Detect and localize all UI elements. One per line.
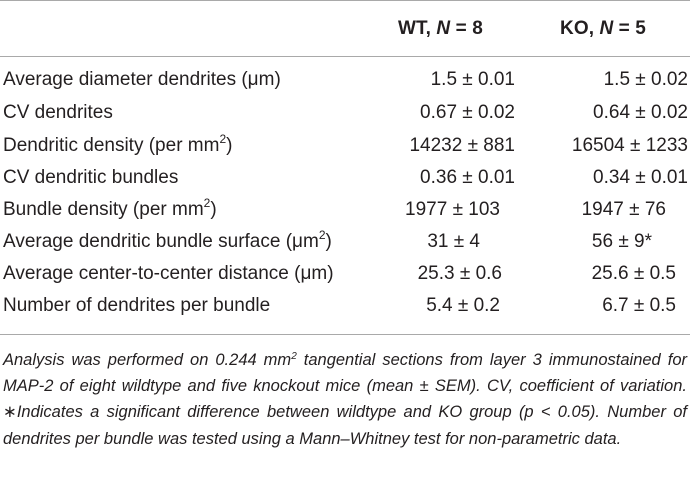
wt-value: 1977 ± 103 bbox=[405, 199, 500, 220]
ko-value: 1.5 ± 0.02 bbox=[603, 69, 688, 90]
ko-value: 0.34 ± 0.01 bbox=[593, 167, 688, 188]
ko-value: 6.7 ± 0.5 bbox=[602, 295, 676, 316]
table-row: Average center-to-center distance (μm) 2… bbox=[0, 262, 690, 294]
table-row: CV dendritic bundles 0.36 ± 0.01 0.34 ± … bbox=[0, 166, 690, 198]
wt-value: 1.5 ± 0.01 bbox=[430, 69, 515, 90]
row-label: Dendritic density (per mm2) bbox=[3, 132, 233, 156]
row-label: CV dendritic bundles bbox=[3, 167, 179, 188]
row-label: CV dendrites bbox=[3, 102, 113, 123]
column-header-wt: WT, N = 8 bbox=[398, 18, 483, 39]
table-row: Bundle density (per mm2) 1977 ± 103 1947… bbox=[0, 196, 690, 230]
table-row: Average diameter dendrites (μm) 1.5 ± 0.… bbox=[0, 68, 690, 100]
ko-value: 25.6 ± 0.5 bbox=[591, 263, 676, 284]
table-row: CV dendrites 0.67 ± 0.02 0.64 ± 0.02 bbox=[0, 101, 690, 133]
table-footnote: Analysis was performed on 0.244 mm2 tang… bbox=[3, 351, 688, 448]
wt-value: 14232 ± 881 bbox=[409, 135, 515, 156]
wt-value: 0.67 ± 0.02 bbox=[420, 102, 515, 123]
header-rule bbox=[0, 56, 690, 57]
table-row: Average dendritic bundle surface (μm2) 3… bbox=[0, 228, 690, 262]
row-label: Number of dendrites per bundle bbox=[3, 295, 271, 316]
table-bottom-rule bbox=[0, 334, 690, 335]
table-row: Number of dendrites per bundle 5.4 ± 0.2… bbox=[0, 294, 690, 326]
table-row: Dendritic density (per mm2) 14232 ± 881 … bbox=[0, 132, 690, 166]
wt-value: 25.3 ± 0.6 bbox=[417, 263, 502, 284]
ko-value: 1947 ± 76 bbox=[581, 199, 666, 220]
wt-value: 31 ± 4 bbox=[427, 231, 480, 252]
row-label: Average diameter dendrites (μm) bbox=[3, 69, 281, 90]
row-label: Average center-to-center distance (μm) bbox=[3, 263, 334, 284]
row-label: Bundle density (per mm2) bbox=[3, 196, 217, 220]
wt-value: 5.4 ± 0.2 bbox=[426, 295, 500, 316]
ko-value: 0.64 ± 0.02 bbox=[593, 102, 688, 123]
table-top-rule bbox=[0, 0, 690, 1]
column-header-ko: KO, N = 5 bbox=[560, 18, 646, 39]
ko-value: 16504 ± 1233 bbox=[571, 135, 688, 156]
row-label: Average dendritic bundle surface (μm2) bbox=[3, 228, 332, 252]
ko-value: 56 ± 9* bbox=[591, 231, 652, 252]
wt-value: 0.36 ± 0.01 bbox=[420, 167, 515, 188]
